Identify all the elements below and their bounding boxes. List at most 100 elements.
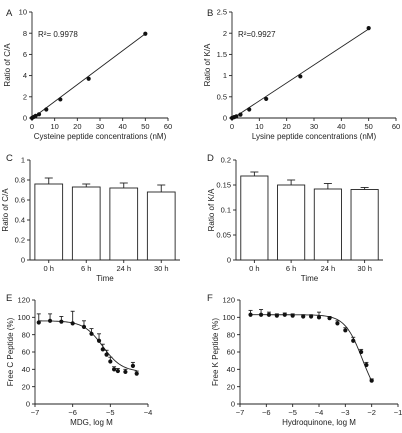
x-tick-label: −5	[288, 408, 297, 417]
y-tick-label: 0	[21, 256, 25, 265]
data-point	[123, 369, 128, 375]
x-tick-label: −4	[315, 408, 324, 417]
y-tick-label: 6	[23, 50, 27, 59]
x-tick-label: 0	[30, 122, 34, 131]
bar	[34, 183, 64, 261]
y-tick-label: 8	[23, 29, 27, 38]
y-tick-label: 100	[222, 313, 235, 322]
bar	[313, 188, 342, 261]
panel-b: B Ratio of K/A 0 0.5 1 1.5 2 2.5 0 10 20 30 40 50 60 Ly…	[203, 8, 400, 141]
data-point	[36, 112, 42, 117]
bar	[109, 187, 139, 261]
bar	[146, 191, 176, 261]
x-tick-label: −6	[262, 408, 271, 417]
data-point	[134, 371, 139, 376]
data-point	[86, 76, 91, 81]
x-tick-label: 60	[392, 122, 400, 131]
y-tick-label: 20	[227, 382, 235, 391]
data-point	[290, 313, 295, 318]
y-tick-label: 60	[227, 348, 235, 357]
data-point	[33, 113, 38, 118]
data-point	[70, 321, 75, 326]
y-tick-label: 0.4	[15, 216, 25, 225]
x-axis-title: Cysteine peptide concentrations (nM)	[34, 132, 167, 141]
panel-label: C	[6, 153, 13, 164]
x-tick-label: 30	[96, 122, 104, 131]
fit-line	[31, 33, 146, 119]
data-point	[335, 321, 340, 326]
panel-label: A	[6, 8, 13, 19]
x-tick-label: 24 h	[116, 264, 131, 273]
y-tick-label: 10	[19, 8, 27, 17]
x-tick-label: 6 h	[286, 264, 296, 273]
x-tick-label: −2	[367, 408, 376, 417]
x-axis-title: MDG, log M	[70, 418, 113, 427]
data-point	[143, 31, 148, 36]
fit-line	[231, 28, 369, 120]
x-tick-label: 20	[282, 122, 290, 131]
panel-label: B	[207, 8, 213, 19]
y-axis-title: Free C Peptide (%)	[6, 317, 15, 386]
panel-d: D Ratio of K/A 0 0.05 0.1 0.15 0.2 0 h 6 h 24 h 30…	[207, 153, 383, 283]
data-point	[274, 313, 279, 318]
y-tick-label: 0.5	[217, 92, 227, 101]
panel-a: A Ratio of C/A 0 2 4 6 8 10 0 10 20 30 40 50 60Cystein…	[3, 8, 172, 141]
panel-label: E	[6, 293, 12, 304]
data-point	[89, 331, 94, 336]
x-tick-label: 60	[164, 122, 172, 131]
data-point	[309, 314, 314, 319]
y-tick-label: 60	[22, 348, 30, 357]
data-point	[343, 328, 348, 333]
y-tick-label: 0.6	[15, 196, 25, 205]
x-axis-title: Lysine peptide concentrations (nM)	[252, 132, 377, 141]
data-point	[282, 312, 287, 317]
data-point	[58, 97, 63, 102]
panel-label: F	[207, 293, 213, 304]
data-point	[59, 319, 64, 324]
x-axis-title: Time	[96, 274, 114, 283]
x-tick-label: 30	[310, 122, 318, 131]
x-tick-label: 0 h	[44, 264, 54, 273]
data-point	[47, 318, 53, 323]
data-point	[100, 347, 105, 352]
y-tick-label: 100	[17, 313, 30, 322]
y-axis-title: Ratio of C/A	[1, 188, 10, 232]
r-squared-annotation: R²= 0.9978	[38, 30, 78, 39]
x-tick-label: −5	[106, 408, 115, 417]
data-point	[364, 362, 369, 368]
y-axis-title: Ratio of K/A	[203, 43, 212, 86]
x-tick-label: 20	[73, 122, 81, 131]
dose-response-curve	[38, 320, 137, 371]
data-point	[234, 114, 239, 119]
bar	[277, 184, 306, 261]
bar	[240, 175, 269, 261]
r-squared-annotation: R²=0.9927	[238, 30, 276, 39]
x-tick-label: −1	[394, 408, 402, 417]
data-point	[266, 312, 272, 317]
x-tick-label: 0	[230, 122, 234, 131]
bar	[71, 186, 101, 261]
y-tick-label: 80	[227, 330, 235, 339]
y-axis-title: Ratio of K/A	[207, 188, 216, 231]
y-tick-label: 4	[23, 71, 27, 80]
x-tick-label: 10	[50, 122, 58, 131]
x-tick-label: 24 h	[321, 264, 336, 273]
panel-f: F Free K Peptide (%) 0 20 40 60 80 100 120 −7 −6 −5…	[207, 293, 402, 427]
y-tick-label: 120	[17, 296, 30, 305]
x-tick-label: 30 h	[357, 264, 372, 273]
y-tick-label: 0	[223, 114, 227, 123]
data-point	[369, 378, 374, 383]
data-point	[81, 324, 87, 329]
y-tick-label: 0.1	[221, 206, 231, 215]
data-point	[115, 368, 120, 374]
dose-response-curve	[250, 314, 373, 382]
y-tick-label: 2	[223, 29, 227, 38]
y-tick-label: 0	[23, 114, 27, 123]
data-point	[44, 107, 49, 112]
x-tick-label: 50	[141, 122, 149, 131]
data-point	[258, 312, 264, 317]
data-point	[351, 338, 356, 343]
x-tick-label: 6 h	[81, 264, 91, 273]
y-tick-label: 0.2	[221, 156, 231, 165]
